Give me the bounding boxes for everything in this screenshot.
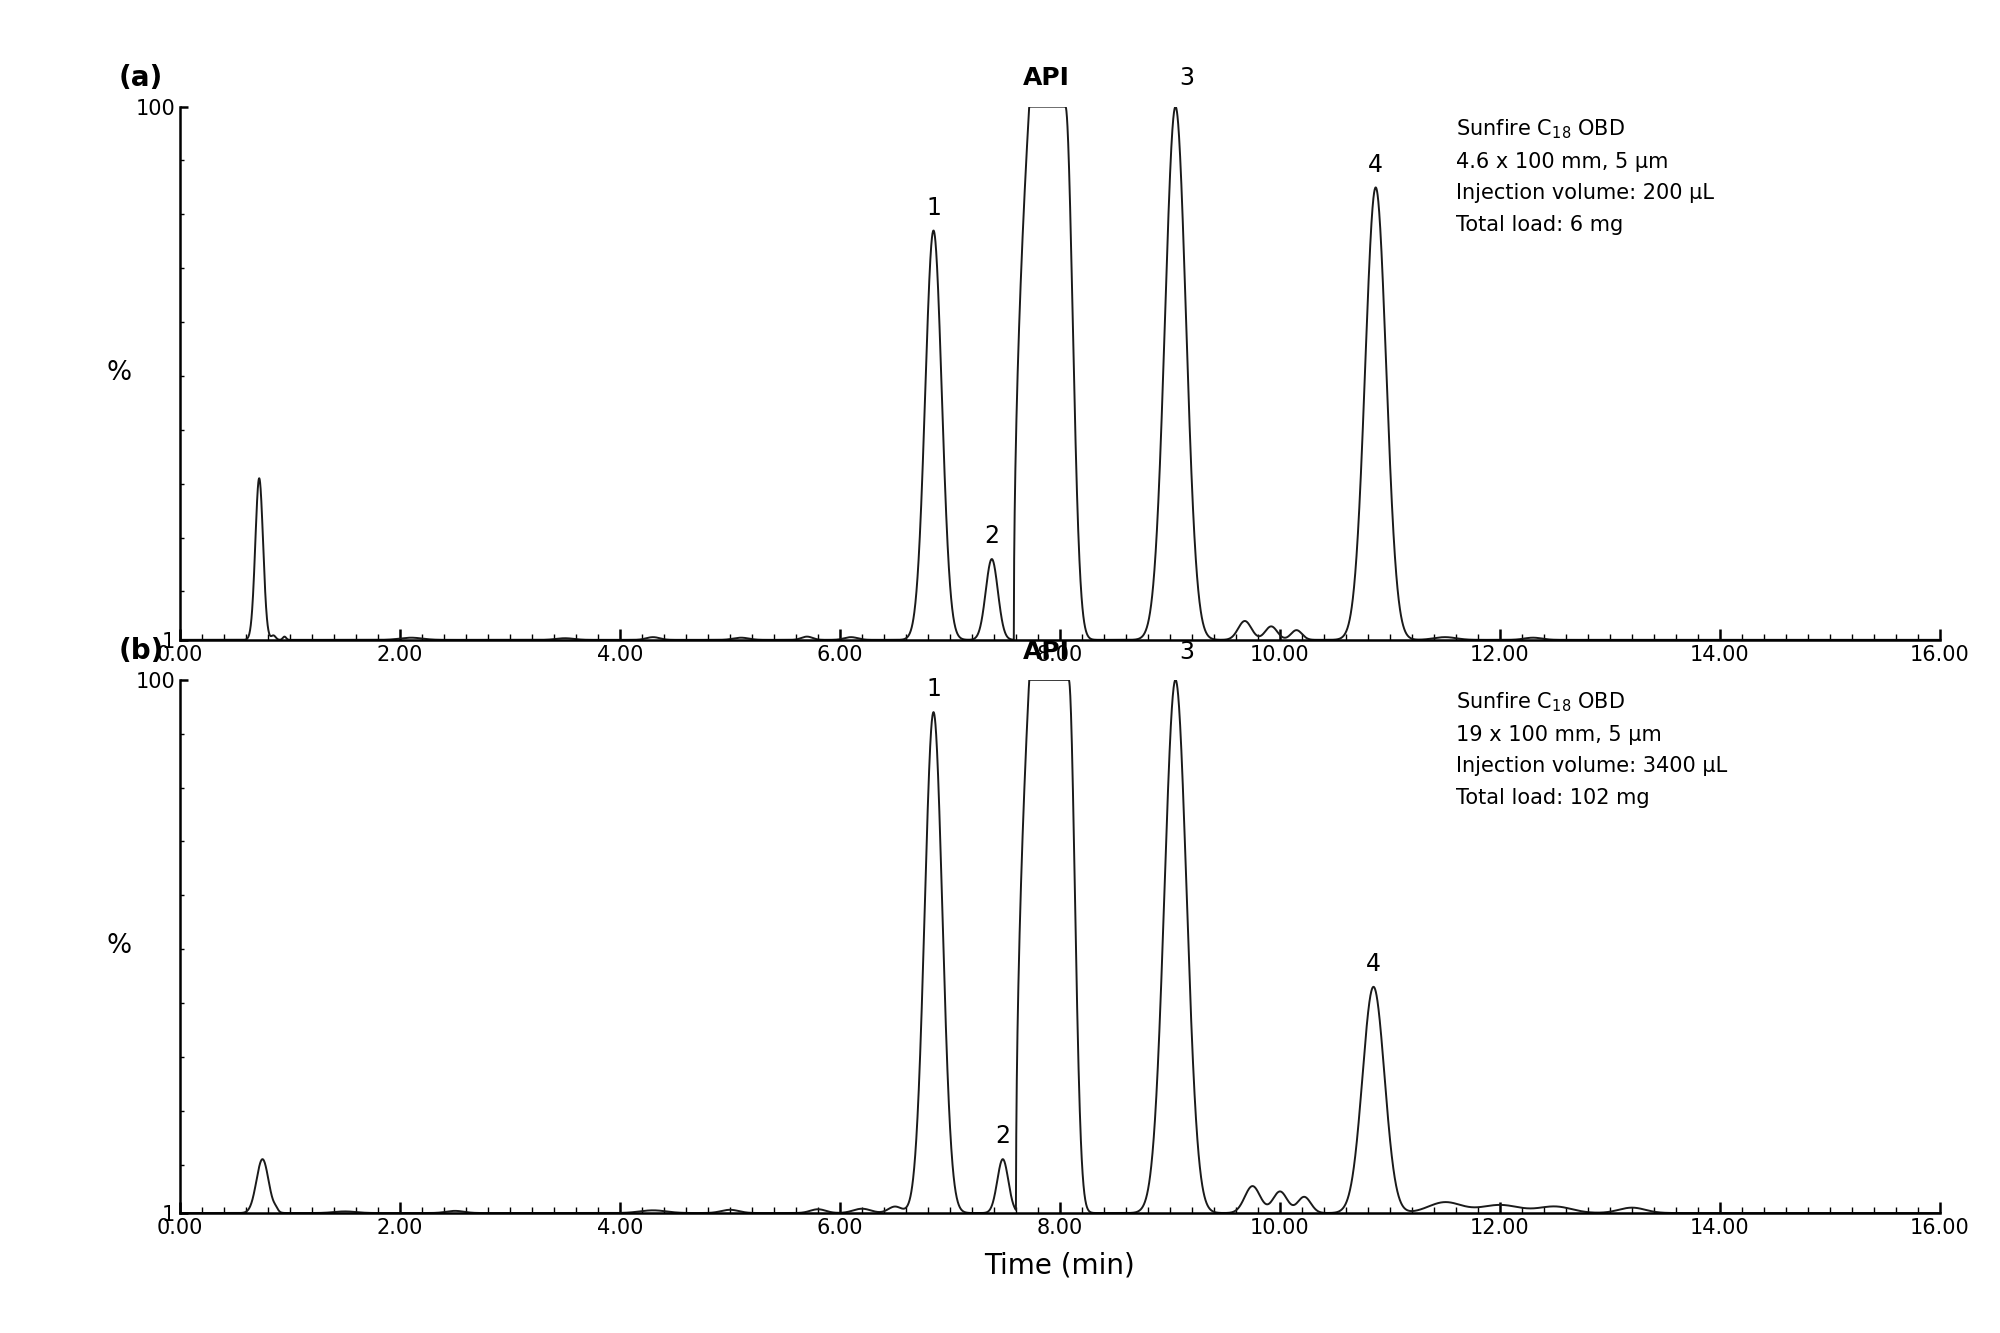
Y-axis label: %: % bbox=[106, 933, 132, 960]
Text: 3: 3 bbox=[1180, 640, 1194, 664]
Text: 1: 1 bbox=[926, 677, 940, 701]
Text: API: API bbox=[1024, 640, 1070, 664]
Text: 2: 2 bbox=[996, 1125, 1010, 1149]
Text: 4: 4 bbox=[1366, 952, 1380, 976]
X-axis label: Time (min): Time (min) bbox=[984, 1252, 1136, 1280]
Text: Sunfire C$_{18}$ OBD
19 x 100 mm, 5 μm
Injection volume: 3400 μL
Total load: 102: Sunfire C$_{18}$ OBD 19 x 100 mm, 5 μm I… bbox=[1456, 690, 1728, 808]
Text: 4: 4 bbox=[1368, 153, 1384, 177]
Y-axis label: %: % bbox=[106, 360, 132, 387]
Text: (b): (b) bbox=[118, 637, 164, 665]
Text: (a): (a) bbox=[118, 64, 162, 92]
Text: 2: 2 bbox=[984, 524, 1000, 548]
Text: Sunfire C$_{18}$ OBD
4.6 x 100 mm, 5 μm
Injection volume: 200 μL
Total load: 6 m: Sunfire C$_{18}$ OBD 4.6 x 100 mm, 5 μm … bbox=[1456, 117, 1714, 235]
Text: API: API bbox=[1024, 67, 1070, 91]
Text: 1: 1 bbox=[926, 196, 940, 220]
Text: 3: 3 bbox=[1180, 67, 1194, 91]
